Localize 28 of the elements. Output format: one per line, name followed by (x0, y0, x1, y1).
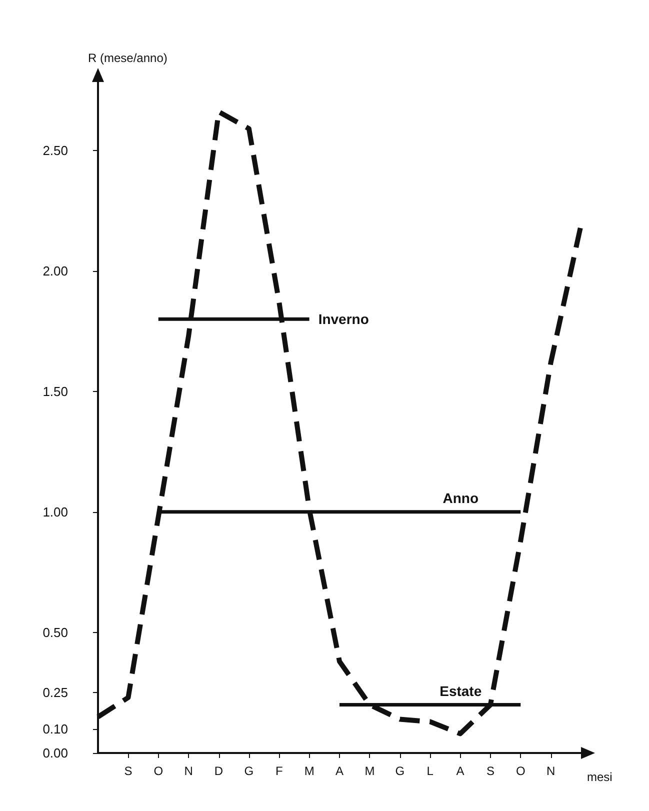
x-tick-label: L (426, 764, 434, 778)
x-tick-label: N (184, 764, 193, 778)
x-tick-label: N (546, 764, 556, 778)
series-label: Estate (440, 682, 482, 699)
x-tick-label: A (335, 764, 344, 778)
y-tick-label: 0.00 (42, 746, 68, 760)
x-tick-label: S (486, 764, 494, 778)
y-tick-label: 1.50 (42, 384, 68, 399)
y-tick-label: 1.00 (42, 504, 68, 520)
x-tick-label: O (516, 764, 526, 778)
x-tick-label: A (456, 764, 464, 778)
series-label: Anno (442, 490, 479, 506)
y-tick-label: 2.50 (42, 142, 68, 158)
x-tick-label: M (364, 764, 375, 778)
y-axis-title: R (mese/anno) (88, 51, 168, 65)
series-label: Inverno (318, 311, 369, 328)
x-tick-label: M (304, 764, 314, 778)
x-tick-label: G (395, 764, 405, 778)
x-axis-title: mesi (587, 770, 612, 784)
x-tick-label: S (124, 764, 132, 778)
x-tick-label: G (244, 764, 254, 778)
x-tick-label: F (275, 764, 283, 778)
y-tick-label: 2.00 (42, 263, 68, 278)
x-tick-label: O (154, 764, 164, 778)
y-tick-label: 0.50 (42, 624, 68, 640)
y-tick-label: 0.25 (42, 685, 68, 700)
y-tick-label: 0.10 (42, 721, 68, 736)
x-tick-label: D (214, 764, 224, 778)
